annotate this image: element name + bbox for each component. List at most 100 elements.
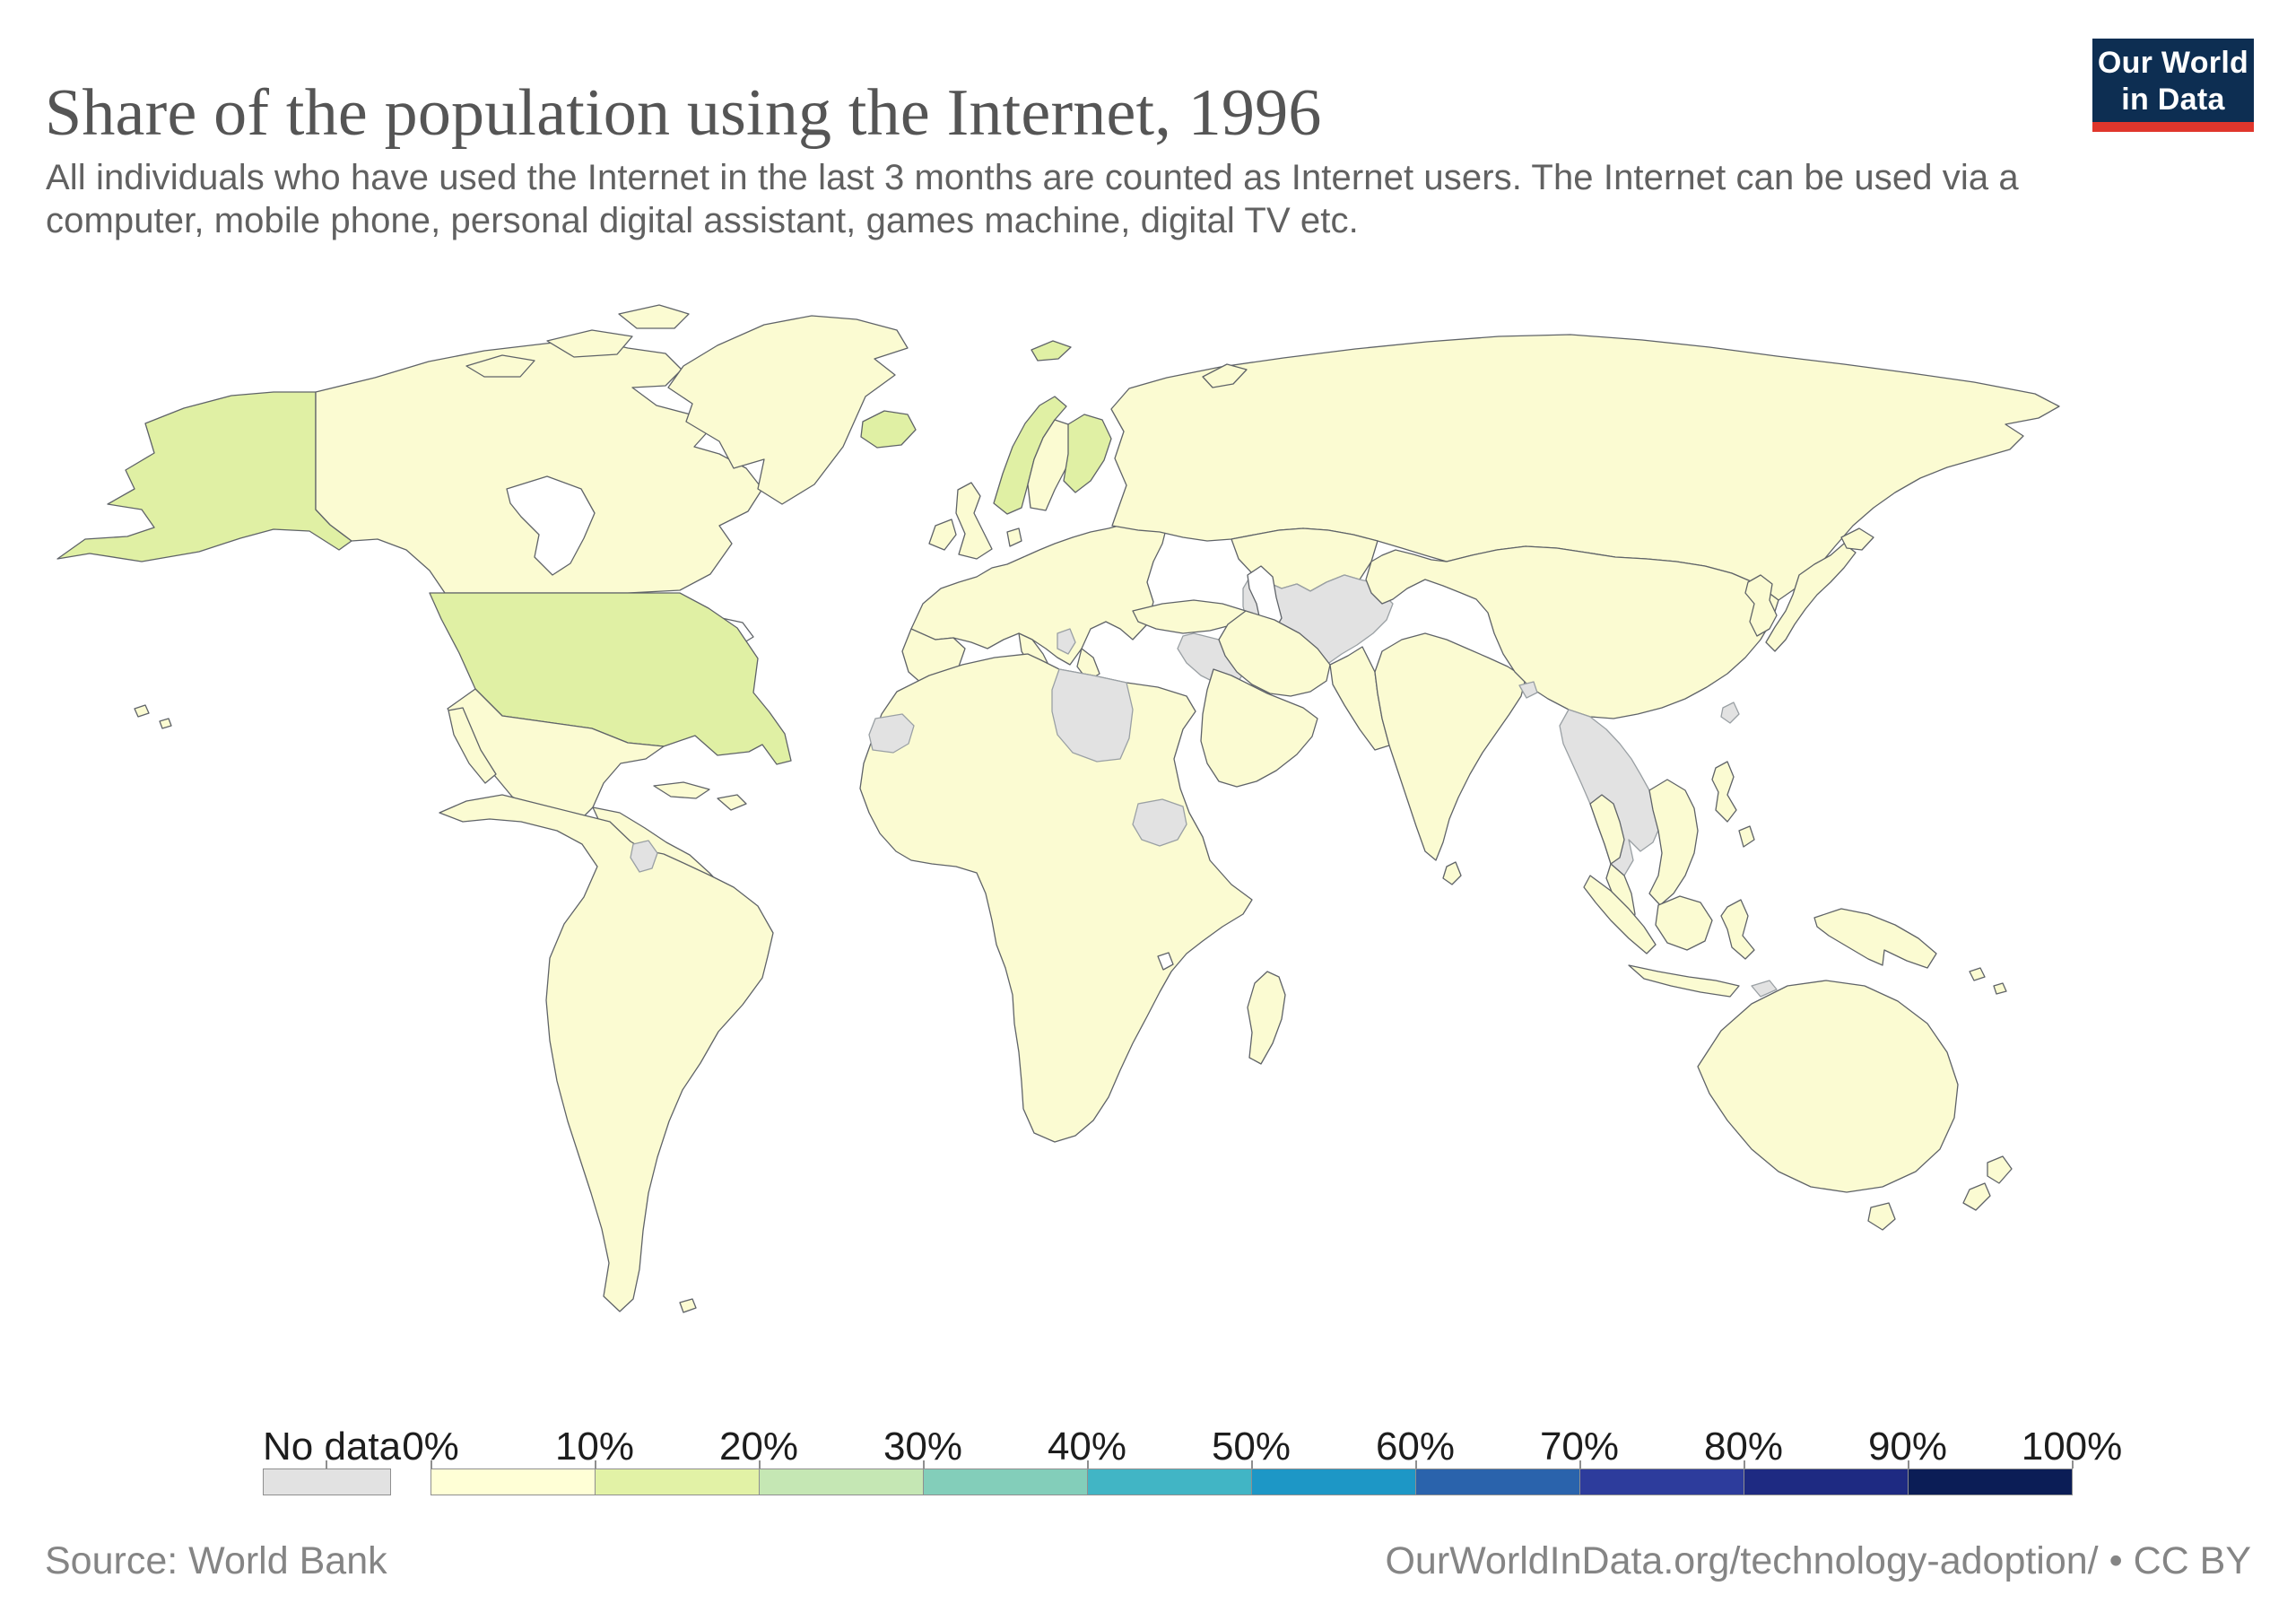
legend-bin-swatch[interactable] bbox=[1251, 1468, 1416, 1495]
map-region-india[interactable] bbox=[1374, 632, 1526, 861]
map-region-iceland[interactable] bbox=[860, 410, 917, 449]
owid-logo-text: Our World in Data bbox=[2097, 45, 2249, 117]
legend-bin-tick bbox=[923, 1460, 925, 1468]
map-region-novaya-zemlya[interactable] bbox=[1202, 363, 1248, 388]
map-region-borneo[interactable] bbox=[1655, 895, 1713, 951]
map-region-china[interactable] bbox=[1365, 545, 1779, 719]
map-region-libya[interactable] bbox=[1051, 668, 1134, 763]
legend-no-data-swatch[interactable] bbox=[263, 1468, 391, 1495]
map-region-finland[interactable] bbox=[1063, 414, 1112, 493]
legend-bin-label: 90% bbox=[1867, 1425, 1948, 1468]
map-region-tasmania[interactable] bbox=[1867, 1202, 1896, 1231]
map-region-serbia[interactable] bbox=[1057, 628, 1076, 655]
map-region-taiwan[interactable] bbox=[1720, 702, 1740, 724]
legend-bin-label: 80% bbox=[1703, 1425, 1784, 1468]
legend-end-label: 100% bbox=[2021, 1425, 2123, 1468]
map-region-new-zealand[interactable] bbox=[1962, 1182, 1991, 1211]
map-region-falkland-islands[interactable] bbox=[679, 1298, 697, 1313]
map-region-east-timor[interactable] bbox=[1751, 980, 1778, 998]
map-region-arctic-island[interactable] bbox=[618, 304, 690, 329]
legend-bin-label: 60% bbox=[1375, 1425, 1456, 1468]
legend-bin-label: 50% bbox=[1211, 1425, 1292, 1468]
legend-bin-label: 0% bbox=[402, 1425, 459, 1468]
owid-logo[interactable]: Our World in Data bbox=[2092, 39, 2254, 132]
legend-bin-label: 20% bbox=[718, 1425, 799, 1468]
legend-bin-swatch[interactable] bbox=[1579, 1468, 1744, 1495]
legend-bin-swatch[interactable] bbox=[1908, 1468, 2073, 1495]
map-region-hispaniola[interactable] bbox=[717, 794, 747, 811]
legend-no-data-label: No data bbox=[263, 1425, 402, 1468]
legend-bin-swatch[interactable] bbox=[1087, 1468, 1252, 1495]
map-region-hawaii[interactable] bbox=[159, 718, 172, 729]
legend-bin-label: 40% bbox=[1047, 1425, 1127, 1468]
map-region-united-kingdom[interactable] bbox=[955, 482, 993, 560]
legend-bin-tick bbox=[1087, 1460, 1089, 1468]
map-region-solomon-islands[interactable] bbox=[1969, 967, 1986, 981]
legend-bin-tick bbox=[759, 1460, 761, 1468]
hudson-bay bbox=[506, 475, 596, 576]
map-region-madagascar[interactable] bbox=[1247, 971, 1286, 1065]
map-region-ireland[interactable] bbox=[928, 519, 957, 551]
map-region-new-guinea[interactable] bbox=[1813, 908, 1937, 969]
lake-victoria bbox=[1157, 952, 1174, 971]
map-region-europe-mainland[interactable] bbox=[910, 519, 1168, 666]
map-region-philippines[interactable] bbox=[1738, 825, 1755, 848]
legend-bin-swatch[interactable] bbox=[1415, 1468, 1580, 1495]
map-region-french-guiana[interactable] bbox=[630, 840, 658, 873]
page-title: Share of the population using the Intern… bbox=[45, 75, 1322, 150]
map-region-south-america[interactable] bbox=[439, 794, 774, 1312]
map-region-south-sudan[interactable] bbox=[1132, 798, 1187, 847]
map-region-japan[interactable] bbox=[1765, 543, 1857, 652]
map-region-new-zealand[interactable] bbox=[1987, 1155, 2013, 1184]
page-subtitle: All individuals who have used the Intern… bbox=[46, 158, 2019, 240]
map-region-hokkaido[interactable] bbox=[1840, 527, 1874, 551]
legend-bin-swatch[interactable] bbox=[595, 1468, 760, 1495]
legend-bin-swatch[interactable] bbox=[430, 1468, 596, 1495]
map-region-sri-lanka[interactable] bbox=[1442, 861, 1462, 885]
map-region-africa[interactable] bbox=[859, 653, 1253, 1143]
legend-bin-tick bbox=[1744, 1460, 1745, 1468]
map-region-java[interactable] bbox=[1628, 964, 1740, 998]
map-region-alaska[interactable] bbox=[57, 391, 352, 562]
map-region-new-caledonia[interactable] bbox=[1993, 982, 2007, 995]
map-region-western-sahara[interactable] bbox=[868, 713, 915, 754]
map-region-vietnam[interactable] bbox=[1648, 779, 1699, 906]
legend-bin-tick bbox=[1579, 1460, 1581, 1468]
map-region-baja-california[interactable] bbox=[448, 707, 497, 784]
map-region-cuba[interactable] bbox=[653, 781, 710, 799]
map-legend: No data 0% 10% 20% 30% 40% 50% 60% 70% 80% 90% 100% bbox=[0, 1425, 2296, 1505]
map-region-hawaii[interactable] bbox=[134, 704, 150, 718]
map-region-arabian-peninsula[interactable] bbox=[1200, 668, 1318, 788]
map-region-sumatra[interactable] bbox=[1583, 875, 1657, 954]
legend-bin-swatch[interactable] bbox=[923, 1468, 1088, 1495]
legend-bin-tick bbox=[595, 1460, 596, 1468]
map-region-denmark[interactable] bbox=[1006, 527, 1022, 547]
map-region-bhutan[interactable] bbox=[1518, 681, 1538, 699]
map-region-myanmar-laos-cambodia[interactable] bbox=[1559, 709, 1661, 876]
map-region-greenland[interactable] bbox=[667, 315, 909, 505]
legend-bin-swatch[interactable] bbox=[1744, 1468, 1909, 1495]
legend-end-tick bbox=[2072, 1460, 2074, 1468]
legend-bin-swatch[interactable] bbox=[759, 1468, 924, 1495]
owid-logo-stripe bbox=[2092, 122, 2254, 132]
source-note: Source: World Bank bbox=[45, 1539, 387, 1582]
map-region-iran[interactable] bbox=[1218, 610, 1331, 697]
legend-bin-tick bbox=[1908, 1460, 1909, 1468]
map-region-sulawesi[interactable] bbox=[1720, 899, 1755, 960]
map-region-arctic-island[interactable] bbox=[546, 329, 633, 358]
legend-no-data-tick bbox=[326, 1460, 327, 1468]
legend-bin-label: 10% bbox=[554, 1425, 635, 1468]
map-region-arctic-island[interactable] bbox=[465, 354, 535, 378]
map-region-philippines[interactable] bbox=[1711, 761, 1737, 823]
license-link[interactable]: OurWorldInData.org/technology-adoption/ … bbox=[1385, 1539, 2251, 1582]
legend-bin-tick bbox=[1415, 1460, 1417, 1468]
map-region-australia[interactable] bbox=[1697, 980, 1959, 1193]
map-region-norway[interactable] bbox=[993, 396, 1067, 515]
legend-bin-label: 70% bbox=[1539, 1425, 1620, 1468]
legend-bin-tick bbox=[1251, 1460, 1253, 1468]
map-region-korea[interactable] bbox=[1744, 574, 1778, 637]
legend-bin-tick bbox=[430, 1460, 432, 1468]
map-region-thailand[interactable] bbox=[1589, 794, 1625, 865]
map-region-svalbard[interactable] bbox=[1031, 340, 1072, 362]
